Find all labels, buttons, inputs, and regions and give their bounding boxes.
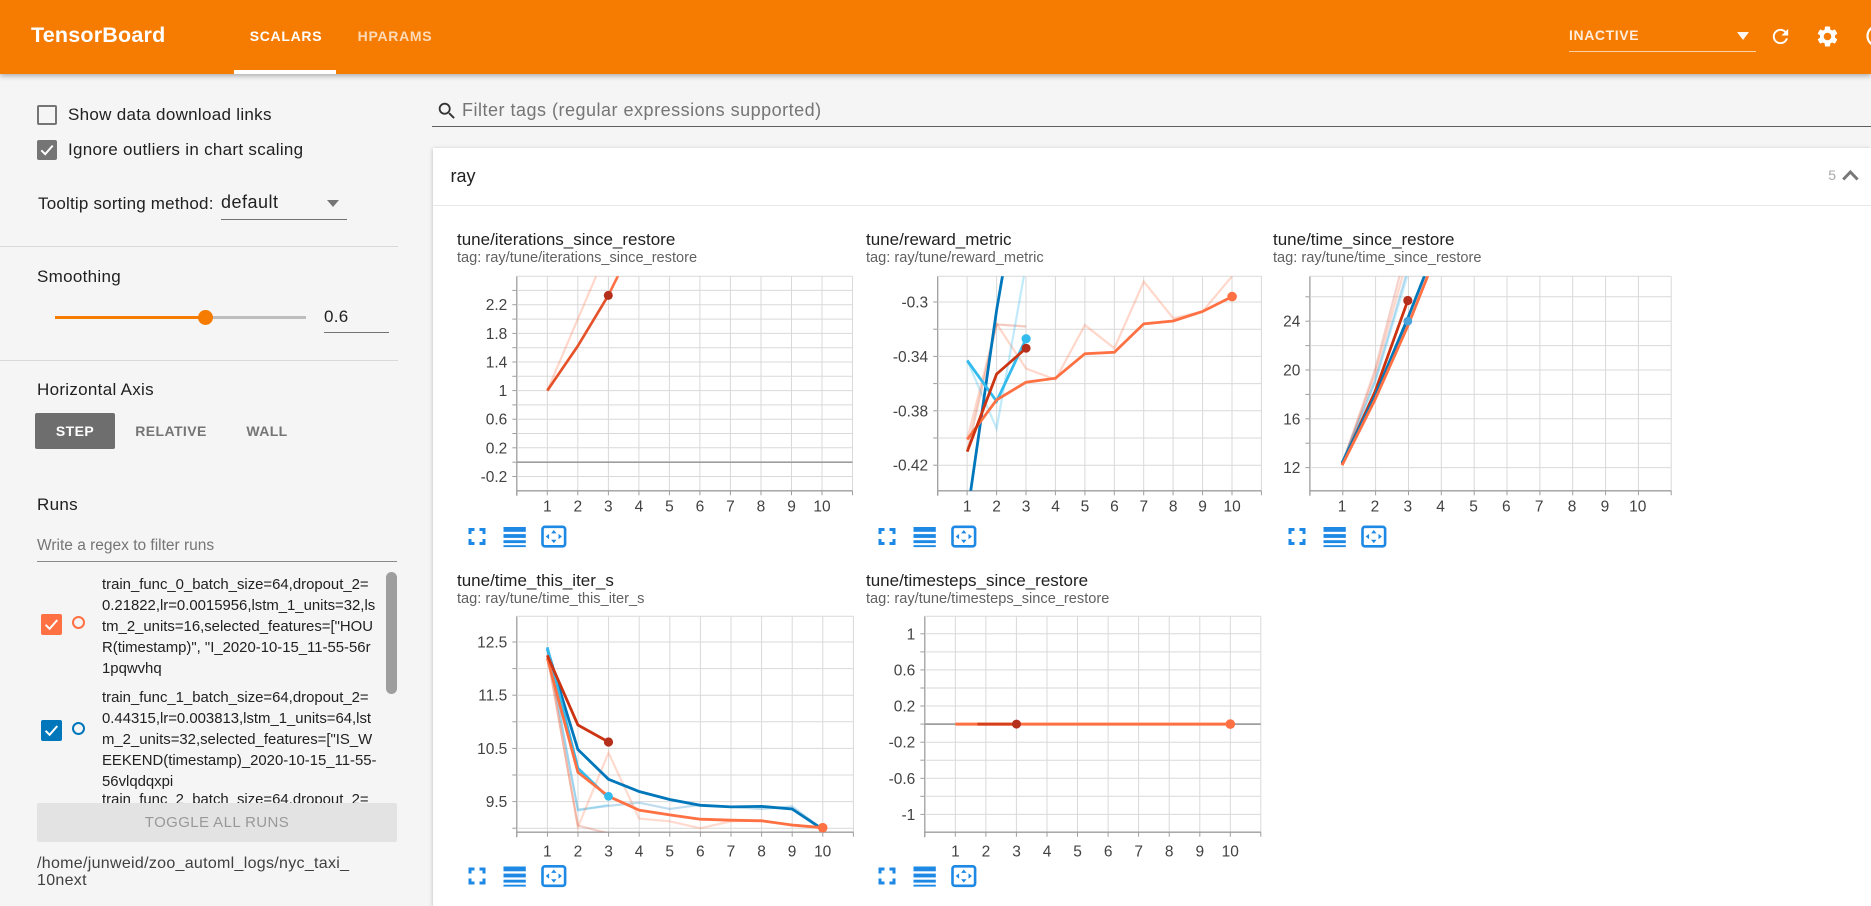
svg-text:10.5: 10.5: [477, 741, 507, 758]
svg-text:1: 1: [963, 499, 972, 516]
svg-text:5: 5: [1073, 844, 1082, 861]
svg-text:6: 6: [1104, 844, 1113, 861]
svg-text:-0.42: -0.42: [893, 458, 928, 475]
svg-text:8: 8: [757, 844, 766, 861]
svg-text:0.2: 0.2: [894, 699, 916, 716]
svg-text:1: 1: [951, 844, 960, 861]
svg-text:1: 1: [907, 626, 916, 643]
svg-text:9: 9: [788, 844, 797, 861]
svg-text:12: 12: [1283, 460, 1300, 477]
svg-text:12.5: 12.5: [477, 635, 507, 652]
svg-text:6: 6: [696, 499, 705, 516]
svg-text:9: 9: [1198, 499, 1207, 516]
svg-text:0.2: 0.2: [486, 440, 508, 457]
svg-text:4: 4: [635, 844, 644, 861]
svg-text:3: 3: [604, 499, 613, 516]
svg-text:16: 16: [1283, 411, 1300, 428]
svg-text:5: 5: [1081, 499, 1090, 516]
svg-text:10: 10: [814, 844, 832, 861]
svg-text:2: 2: [992, 499, 1001, 516]
svg-text:3: 3: [1403, 499, 1412, 516]
svg-text:8: 8: [1169, 499, 1178, 516]
svg-text:1: 1: [1338, 499, 1347, 516]
svg-text:4: 4: [1436, 499, 1445, 516]
svg-text:4: 4: [635, 499, 644, 516]
svg-text:4: 4: [1043, 844, 1052, 861]
svg-text:9: 9: [787, 499, 796, 516]
svg-text:-0.2: -0.2: [481, 469, 508, 486]
svg-text:8: 8: [1165, 844, 1174, 861]
svg-text:2: 2: [573, 499, 582, 516]
svg-text:7: 7: [1134, 844, 1143, 861]
svg-text:5: 5: [1469, 499, 1478, 516]
svg-text:3: 3: [604, 844, 613, 861]
svg-text:8: 8: [757, 499, 766, 516]
svg-text:-0.6: -0.6: [889, 771, 916, 788]
svg-text:-0.38: -0.38: [893, 403, 928, 420]
svg-text:10: 10: [1629, 499, 1647, 516]
svg-text:0.6: 0.6: [486, 412, 508, 429]
svg-text:9: 9: [1195, 844, 1204, 861]
svg-text:7: 7: [727, 844, 736, 861]
svg-text:-0.34: -0.34: [893, 349, 929, 366]
svg-text:10: 10: [813, 499, 831, 516]
svg-text:0.6: 0.6: [894, 662, 916, 679]
svg-text:6: 6: [1110, 499, 1119, 516]
svg-text:-1: -1: [902, 807, 916, 824]
svg-text:5: 5: [665, 844, 674, 861]
svg-text:-0.3: -0.3: [901, 295, 928, 312]
svg-text:-0.2: -0.2: [889, 735, 916, 752]
svg-text:9: 9: [1601, 499, 1610, 516]
svg-text:2: 2: [982, 844, 991, 861]
svg-text:20: 20: [1283, 363, 1301, 380]
svg-text:10: 10: [1223, 499, 1241, 516]
svg-text:3: 3: [1022, 499, 1031, 516]
svg-text:2: 2: [1371, 499, 1380, 516]
svg-text:8: 8: [1568, 499, 1577, 516]
svg-text:7: 7: [726, 499, 735, 516]
svg-text:1.4: 1.4: [486, 355, 508, 372]
svg-text:5: 5: [665, 499, 674, 516]
svg-text:2.2: 2.2: [486, 297, 508, 314]
svg-text:1: 1: [499, 383, 508, 400]
svg-text:11.5: 11.5: [478, 688, 507, 705]
svg-text:7: 7: [1139, 499, 1148, 516]
svg-text:1: 1: [543, 844, 552, 861]
svg-text:9.5: 9.5: [486, 794, 508, 811]
svg-text:4: 4: [1051, 499, 1060, 516]
svg-text:24: 24: [1283, 314, 1301, 331]
svg-text:1.8: 1.8: [486, 326, 508, 343]
svg-text:10: 10: [1222, 844, 1240, 861]
svg-text:6: 6: [1502, 499, 1511, 516]
svg-text:1: 1: [543, 499, 552, 516]
svg-text:7: 7: [1535, 499, 1544, 516]
svg-text:2: 2: [574, 844, 583, 861]
svg-text:6: 6: [696, 844, 705, 861]
svg-text:3: 3: [1012, 844, 1021, 861]
